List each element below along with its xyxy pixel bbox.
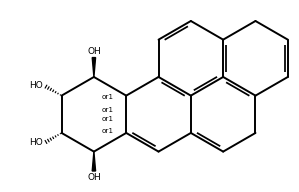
Text: HO: HO — [29, 138, 42, 147]
Polygon shape — [92, 58, 96, 77]
Text: or1: or1 — [102, 94, 114, 100]
Text: OH: OH — [87, 47, 101, 56]
Polygon shape — [92, 152, 96, 171]
Text: OH: OH — [87, 173, 101, 182]
Text: or1: or1 — [102, 107, 114, 113]
Text: or1: or1 — [102, 116, 114, 122]
Text: or1: or1 — [102, 128, 114, 134]
Text: HO: HO — [29, 81, 42, 90]
